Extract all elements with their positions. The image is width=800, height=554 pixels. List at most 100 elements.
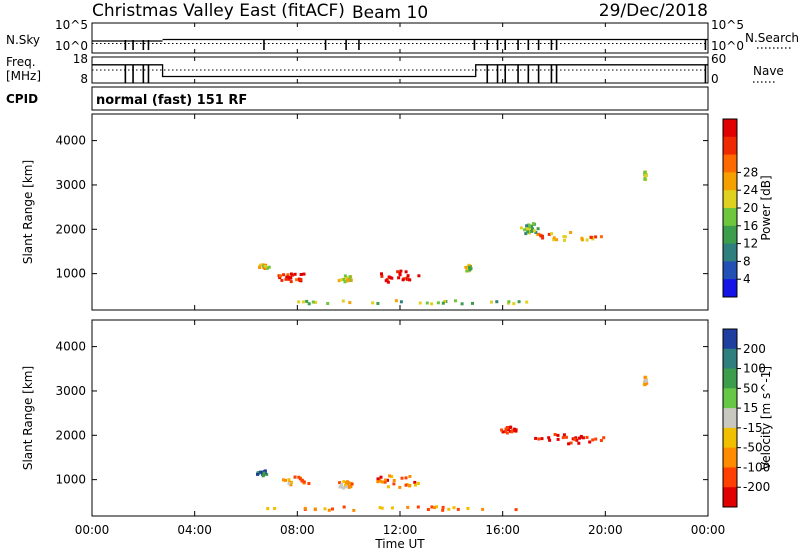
power-colorbar-segment [723,119,737,138]
velocity-cell [388,474,392,478]
velocity-cell [300,479,304,483]
power-cell [525,227,528,231]
velocity-colorbar-tick-label: -200 [743,480,770,494]
velocity-cell [435,505,438,509]
power-cell [394,299,398,303]
velocity-cell [452,506,456,510]
xtick-label: 16:00 [485,523,520,537]
power-cell [286,273,290,277]
power-cell [299,273,303,276]
power-cell [387,275,391,279]
velocity-cell [391,506,394,510]
xtick-label: 08:00 [280,523,315,537]
power-cell [342,278,346,282]
velocity-cell [380,506,384,510]
power-cell [550,232,554,236]
velocity-cell [340,483,344,487]
freq-left-tick-top: 18 [73,52,88,66]
power-cell [644,173,648,177]
power-cell [430,302,434,306]
velocity-cell [378,506,382,510]
power-colorbar-label: Power [dB] [759,175,773,240]
velocity-cell [327,508,331,512]
velocity-cell [345,485,348,489]
velocity-cell [256,472,259,476]
power-cell [524,232,528,236]
power-cell [519,226,523,230]
velocity-cell [567,442,571,446]
velocity-cell [578,436,581,440]
velocity-cell [273,507,277,510]
power-colorbar-tick-label: 28 [743,165,758,179]
velocity-ytick-label: 2000 [55,428,86,442]
power-ylabel: Slant Range [km] [21,160,35,264]
velocity-cell [426,508,430,511]
velocity-colorbar-tick-label: -50 [743,441,763,455]
velocity-cell [376,477,380,481]
power-cell [490,300,493,304]
power-cell [541,234,544,238]
velocity-cell [344,483,347,487]
velocity-colorbar-tick-label: 200 [743,342,766,356]
power-cell [643,177,647,181]
power-cell [279,274,282,278]
power-cell [563,235,567,239]
velocity-cell [303,506,307,510]
velocity-cell [289,483,293,487]
power-cell [399,269,403,273]
velocity-cell [293,475,297,479]
velocity-cell [282,478,285,482]
velocity-cell [504,430,508,434]
power-cell [552,236,556,240]
power-cell [371,301,375,305]
velocity-cell [413,480,417,484]
velocity-cell [350,482,354,486]
velocity-cell [585,435,589,439]
power-cell [348,275,352,279]
power-cell [289,272,293,276]
power-colorbar: 4 8 12 16 20 24 28 [722,118,758,298]
power-cell [547,232,551,236]
power-cell [282,273,286,277]
velocity-colorbar-segment [723,447,737,468]
power-cell [555,238,559,242]
velocity-colorbar-segment [723,348,737,370]
velocity-cell [504,427,508,431]
power-cell [408,278,412,282]
velocity-cell [257,471,261,475]
velocity-cell [506,428,510,431]
power-cell [259,263,262,267]
power-cell [585,238,589,242]
velocity-colorbar-frame [722,328,738,508]
power-cell [263,264,267,268]
power-ytick-label: 4000 [55,134,86,148]
velocity-cell [569,441,573,445]
power-panel-frame [91,113,709,311]
noise-panel-frame [91,22,709,54]
velocity-cell [540,437,544,441]
velocity-cell [383,478,387,482]
velocity-cell [500,428,504,432]
power-cell [301,300,305,304]
power-colorbar-segment [723,279,737,298]
power-cell [563,238,566,242]
power-cell [531,222,535,226]
velocity-cell [284,478,287,482]
power-cell [441,301,445,305]
power-cell [339,278,343,282]
noise-right-tick-bottom: 10^0 [711,39,744,53]
velocity-cell [313,507,317,511]
velocity-colorbar-segment [723,368,737,389]
velocity-cell [643,377,647,381]
power-cell [495,300,499,304]
power-cell [599,235,603,239]
velocity-cell [548,438,552,442]
power-colorbar-tick-label: 20 [743,201,758,215]
power-cell [337,279,341,283]
velocity-colorbar-tick-label: 15 [743,401,758,415]
velocity-cell [594,437,598,441]
power-cell [278,276,282,280]
power-colorbar-tick-label: 8 [743,254,751,268]
velocity-cell [342,480,346,484]
